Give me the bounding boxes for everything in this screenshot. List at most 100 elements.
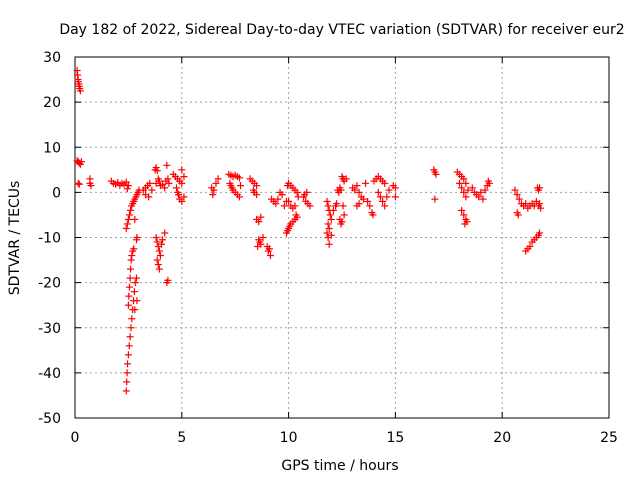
data-point bbox=[257, 213, 265, 221]
data-point bbox=[468, 184, 476, 192]
data-point bbox=[391, 193, 399, 201]
data-point bbox=[210, 186, 218, 194]
data-point bbox=[124, 215, 132, 223]
x-tick-label: 5 bbox=[177, 430, 186, 446]
data-point bbox=[155, 265, 163, 273]
data-points bbox=[73, 67, 545, 395]
data-point bbox=[123, 378, 131, 386]
data-point bbox=[158, 240, 166, 248]
data-point bbox=[479, 195, 487, 203]
data-point bbox=[340, 211, 348, 219]
data-point bbox=[152, 179, 160, 187]
data-point bbox=[324, 220, 332, 228]
data-point bbox=[432, 170, 440, 178]
data-point bbox=[131, 279, 139, 287]
data-point bbox=[513, 191, 521, 199]
y-tick-label: 20 bbox=[43, 95, 61, 111]
y-tick-labels: -50 -40 -30 -20 -10 0 10 20 30 bbox=[38, 50, 61, 427]
axis-ticks bbox=[74, 56, 610, 419]
data-point bbox=[364, 197, 372, 205]
data-point bbox=[131, 215, 139, 223]
data-point bbox=[130, 288, 138, 296]
data-point bbox=[323, 197, 331, 205]
data-point bbox=[477, 188, 485, 196]
data-point bbox=[383, 193, 391, 201]
data-point bbox=[325, 240, 333, 248]
data-point bbox=[126, 333, 134, 341]
data-point bbox=[485, 179, 493, 187]
data-point bbox=[515, 195, 523, 203]
data-point bbox=[123, 369, 131, 377]
y-axis-title: SDTVAR / TECUs bbox=[7, 181, 23, 296]
data-point bbox=[303, 188, 311, 196]
data-point bbox=[178, 179, 186, 187]
data-point bbox=[155, 247, 163, 255]
data-point bbox=[460, 175, 468, 183]
data-point bbox=[391, 184, 399, 192]
data-point bbox=[152, 164, 160, 172]
data-point bbox=[133, 274, 141, 282]
data-point bbox=[209, 191, 217, 199]
data-point bbox=[127, 324, 135, 332]
data-point bbox=[381, 202, 389, 210]
data-point bbox=[153, 167, 161, 175]
data-point bbox=[163, 161, 171, 169]
data-point bbox=[355, 200, 363, 208]
data-point bbox=[145, 193, 153, 201]
data-point bbox=[526, 243, 534, 251]
data-point bbox=[385, 186, 393, 194]
data-point bbox=[123, 185, 131, 193]
data-point bbox=[159, 180, 167, 188]
data-point bbox=[127, 206, 135, 214]
data-point bbox=[125, 342, 133, 350]
data-point bbox=[327, 215, 335, 223]
data-point bbox=[366, 202, 374, 210]
data-point bbox=[455, 179, 463, 187]
data-point bbox=[125, 283, 133, 291]
y-tick-label: -50 bbox=[38, 411, 61, 427]
data-point bbox=[122, 178, 130, 186]
data-point bbox=[536, 184, 544, 192]
data-point bbox=[133, 236, 141, 244]
x-tick-label: 15 bbox=[386, 430, 404, 446]
data-point bbox=[172, 184, 180, 192]
data-point bbox=[75, 180, 83, 188]
data-point bbox=[131, 306, 139, 314]
data-point bbox=[381, 179, 389, 187]
data-point bbox=[293, 188, 301, 196]
data-point bbox=[291, 202, 299, 210]
data-point bbox=[351, 186, 359, 194]
data-point bbox=[285, 197, 293, 205]
data-point bbox=[74, 179, 82, 187]
y-tick-label: -40 bbox=[38, 366, 61, 382]
data-point bbox=[463, 218, 471, 226]
data-point bbox=[126, 274, 134, 282]
data-point bbox=[481, 186, 489, 194]
data-point bbox=[326, 211, 334, 219]
data-point bbox=[235, 174, 243, 182]
data-point bbox=[374, 188, 382, 196]
data-point bbox=[125, 292, 133, 300]
data-point bbox=[156, 252, 164, 260]
y-tick-label: -20 bbox=[38, 276, 61, 292]
data-point bbox=[274, 195, 282, 203]
data-point bbox=[175, 191, 183, 199]
data-point bbox=[122, 224, 130, 232]
data-point bbox=[146, 179, 154, 187]
data-point bbox=[259, 234, 267, 241]
data-point bbox=[133, 297, 141, 305]
data-point bbox=[462, 179, 470, 187]
grid-lines bbox=[75, 57, 609, 418]
data-point bbox=[339, 202, 347, 210]
data-point bbox=[180, 173, 188, 181]
data-point bbox=[237, 182, 245, 190]
data-point bbox=[127, 256, 135, 264]
x-tick-label: 25 bbox=[600, 430, 618, 446]
data-point bbox=[464, 186, 472, 194]
data-point bbox=[361, 179, 369, 187]
data-point bbox=[161, 229, 169, 237]
data-point bbox=[235, 193, 243, 201]
data-point bbox=[124, 360, 132, 368]
data-point bbox=[152, 234, 160, 241]
x-tick-label: 0 bbox=[71, 430, 80, 446]
